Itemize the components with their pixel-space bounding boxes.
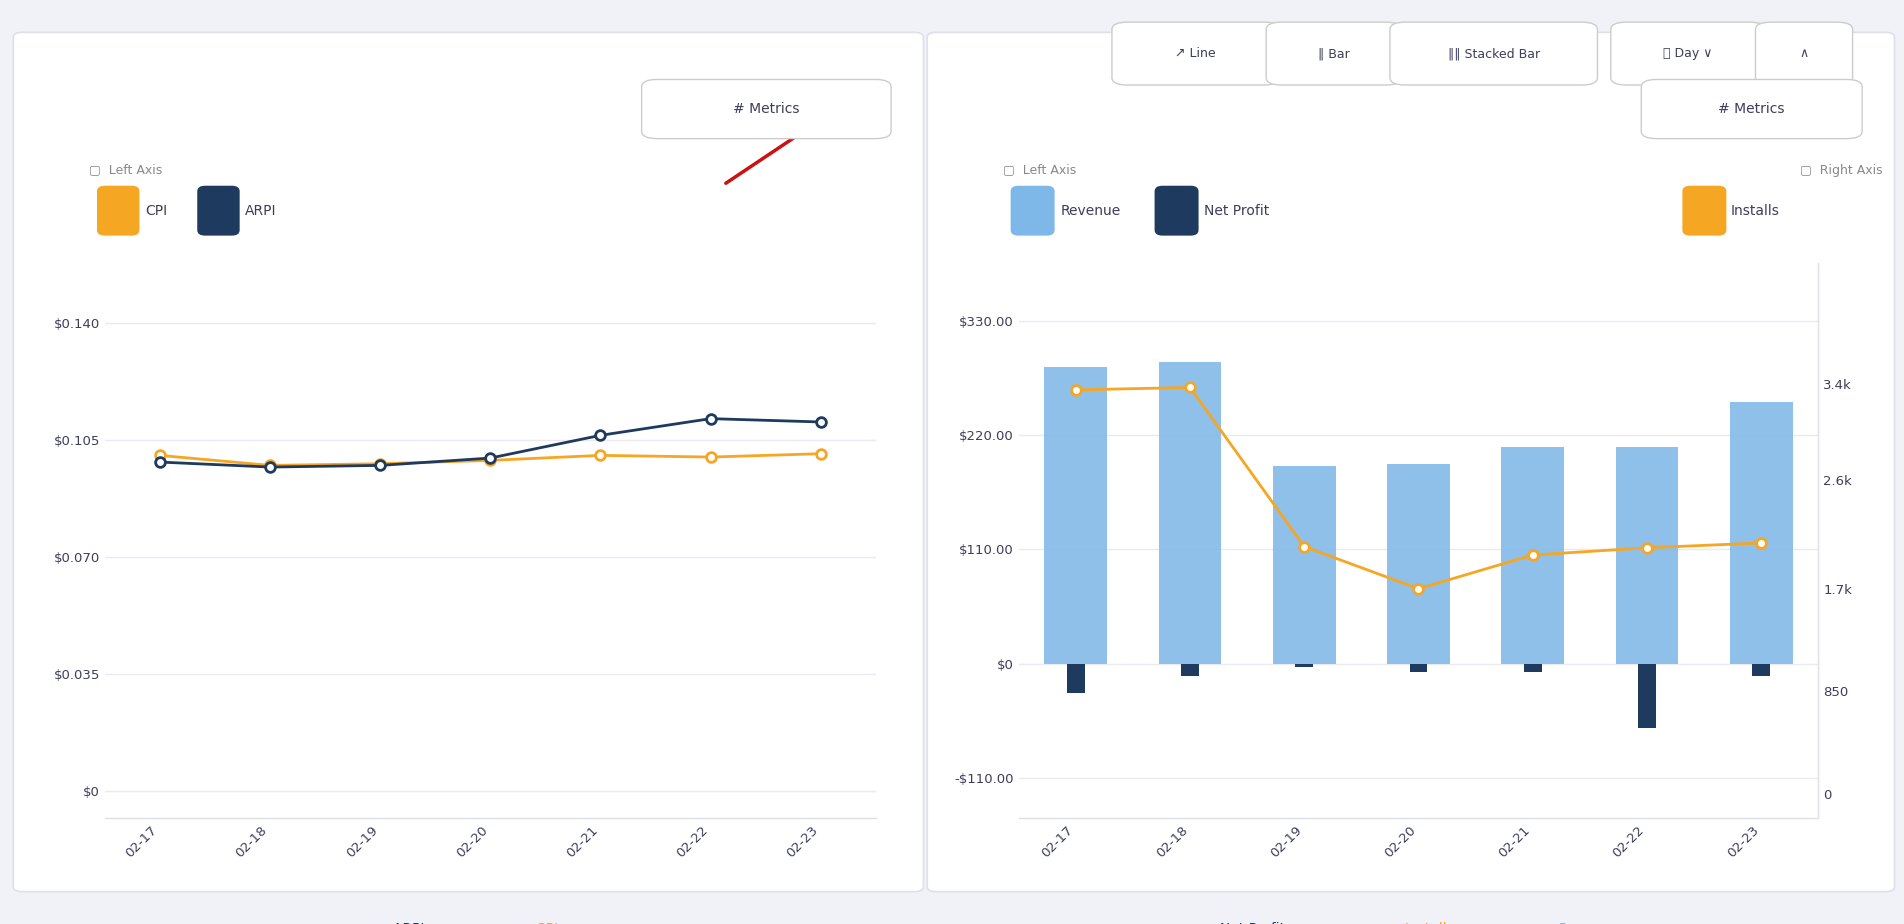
Bar	[1502, 447, 1565, 663]
FancyBboxPatch shape	[1011, 186, 1055, 236]
Text: ●  ARPI: ● ARPI	[371, 921, 425, 924]
Bar	[1616, 447, 1679, 663]
Text: # Metrics: # Metrics	[733, 102, 800, 116]
Text: ●  Installs: ● Installs	[1384, 921, 1453, 924]
Text: Installs: Installs	[1731, 203, 1778, 218]
Text: Net Profit: Net Profit	[1203, 203, 1270, 218]
Text: ●  Net Profit: ● Net Profit	[1200, 921, 1285, 924]
Text: ‖‖ Stacked Bar: ‖‖ Stacked Bar	[1447, 47, 1540, 60]
FancyBboxPatch shape	[198, 186, 240, 236]
Text: ▢  Left Axis: ▢ Left Axis	[89, 164, 162, 176]
Text: ●  CPI: ● CPI	[516, 921, 558, 924]
Text: ●  Revenue: ● Revenue	[1538, 921, 1618, 924]
Text: ⏱ Day ∨: ⏱ Day ∨	[1664, 47, 1712, 60]
Text: ↗ Line: ↗ Line	[1175, 47, 1217, 60]
Bar	[1295, 663, 1314, 667]
Text: ▢  Right Axis: ▢ Right Axis	[1799, 164, 1883, 176]
Bar	[1729, 402, 1794, 663]
FancyBboxPatch shape	[1611, 22, 1765, 85]
FancyBboxPatch shape	[1390, 22, 1597, 85]
Text: ARPI: ARPI	[246, 203, 276, 218]
Bar	[1409, 663, 1428, 672]
Bar	[1752, 663, 1771, 676]
Bar	[1388, 464, 1451, 663]
Bar	[1045, 368, 1108, 663]
Text: CPI: CPI	[145, 203, 168, 218]
Bar	[1160, 362, 1222, 663]
Text: ∧: ∧	[1799, 47, 1809, 60]
FancyBboxPatch shape	[1683, 186, 1727, 236]
Bar	[1523, 663, 1542, 672]
Text: Revenue: Revenue	[1061, 203, 1120, 218]
Bar	[1637, 663, 1656, 728]
FancyBboxPatch shape	[1755, 22, 1853, 85]
Text: # Metrics: # Metrics	[1719, 102, 1784, 116]
Bar	[1274, 467, 1337, 663]
Bar	[1066, 663, 1085, 693]
FancyBboxPatch shape	[1154, 186, 1200, 236]
Text: ▢  Left Axis: ▢ Left Axis	[1003, 164, 1076, 176]
Text: ‖ Bar: ‖ Bar	[1318, 47, 1350, 60]
FancyBboxPatch shape	[1266, 22, 1401, 85]
FancyBboxPatch shape	[642, 79, 891, 139]
FancyBboxPatch shape	[1641, 79, 1862, 139]
Bar	[1180, 663, 1200, 676]
FancyBboxPatch shape	[97, 186, 139, 236]
FancyBboxPatch shape	[1112, 22, 1279, 85]
